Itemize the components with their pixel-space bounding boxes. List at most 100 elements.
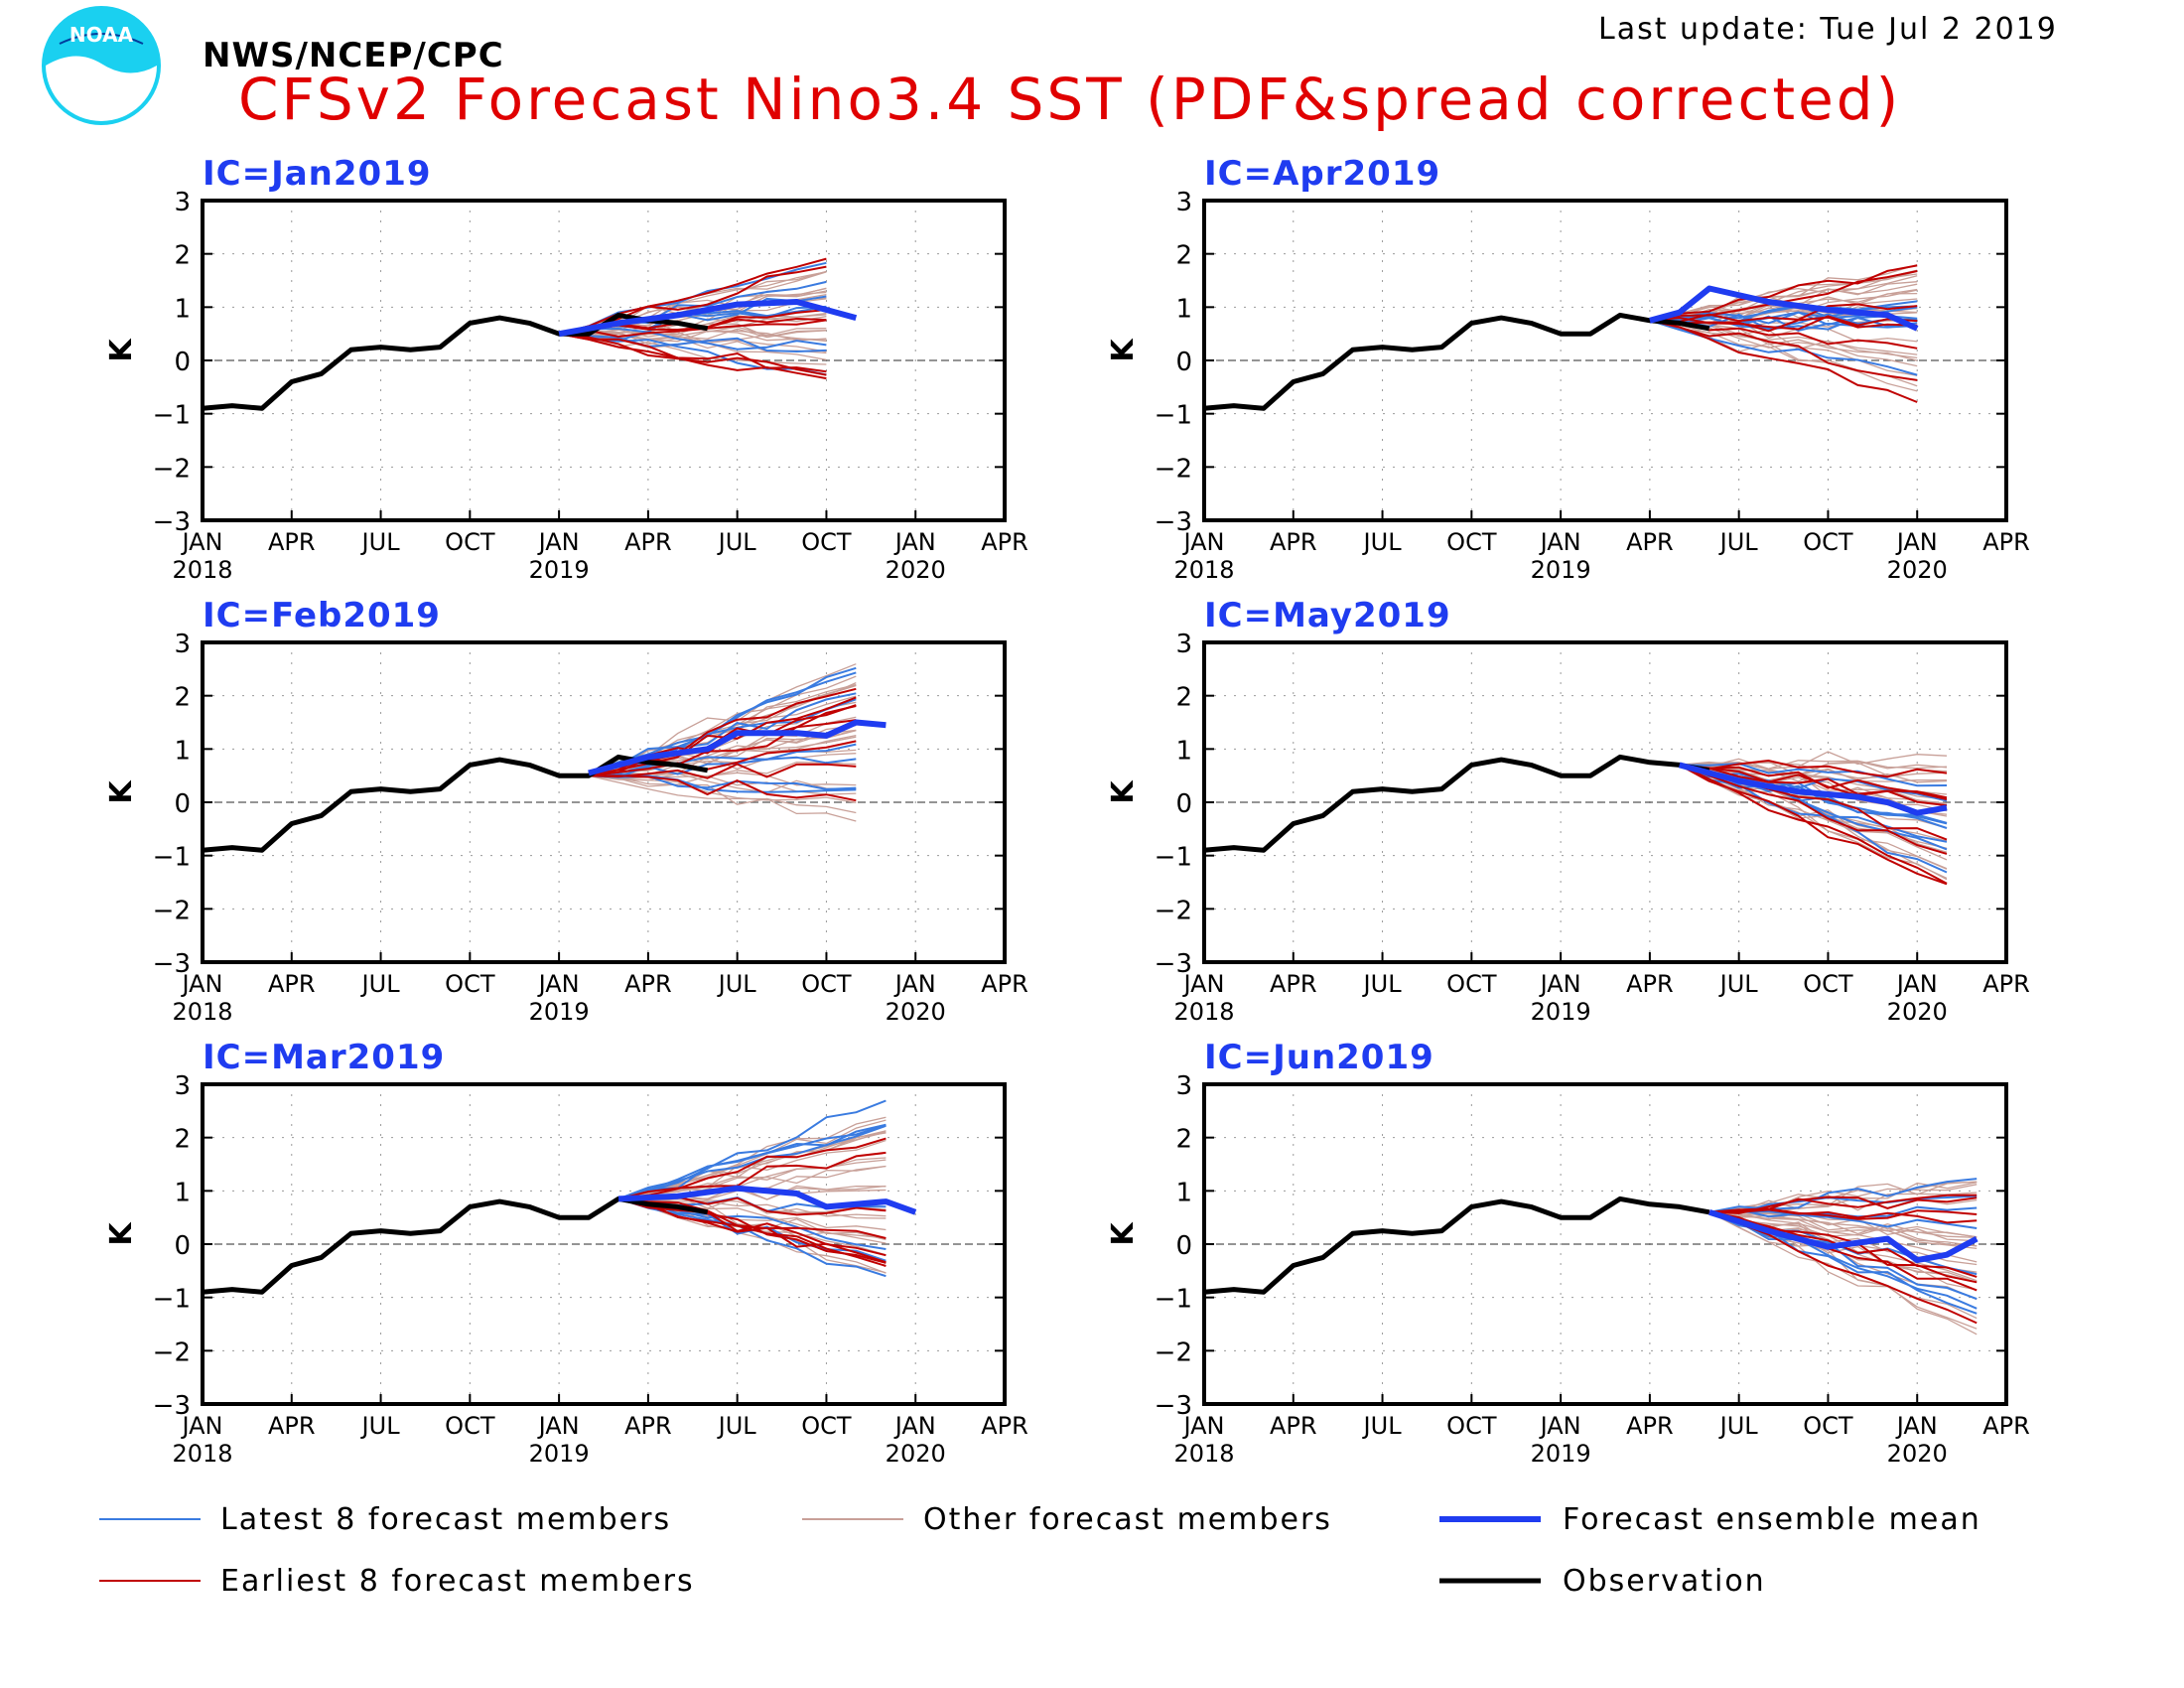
earliest-member-line xyxy=(1649,315,1918,331)
y-tick-label: 1 xyxy=(1175,1178,1192,1207)
ensemble-mean-line xyxy=(1678,762,1948,816)
y-tick-label: −1 xyxy=(1155,401,1192,431)
x-tick-label: JAN xyxy=(1895,528,1938,556)
earliest-member-line xyxy=(1649,316,1918,333)
y-axis-label: K xyxy=(1106,338,1141,362)
x-tick-label: JUL xyxy=(1362,970,1403,998)
observation-line xyxy=(1203,1196,1710,1295)
x-tick-label: JAN xyxy=(1539,970,1581,998)
x-tick-label: APR xyxy=(1626,528,1674,556)
y-tick-label: 2 xyxy=(1175,241,1192,271)
x-tick-label: APR xyxy=(268,1412,316,1440)
other-member-line xyxy=(1708,1211,1978,1247)
y-tick-label: 2 xyxy=(1175,683,1192,713)
earliest-member-line xyxy=(1679,759,1948,778)
earliest-member-line xyxy=(558,319,827,339)
x-tick-label: OCT xyxy=(1803,970,1853,998)
x-tick-label: OCT xyxy=(1446,970,1497,998)
observation-line xyxy=(202,754,709,853)
y-axis-label: K xyxy=(104,338,139,362)
other-member-line xyxy=(588,774,857,814)
latest-member-line xyxy=(1708,1210,1978,1310)
latest-member-line xyxy=(588,743,857,777)
x-tick-label: OCT xyxy=(445,528,495,556)
x-year-label: 2019 xyxy=(529,556,590,584)
x-tick-label: APR xyxy=(268,970,316,998)
x-tick-label: JUL xyxy=(1362,1412,1403,1440)
x-year-label: 2018 xyxy=(172,998,232,1026)
x-tick-label: APR xyxy=(981,970,1028,998)
earliest-member-line xyxy=(1708,1196,1978,1214)
x-tick-label: APR xyxy=(268,528,316,556)
legend-other-label: Other forecast members xyxy=(923,1502,1332,1537)
other-member-line xyxy=(588,774,857,822)
other-member-line xyxy=(1708,1211,1978,1242)
y-tick-label: −1 xyxy=(1155,843,1192,873)
noaa-logo-icon: NOAA xyxy=(42,6,161,125)
x-tick-label: JAN xyxy=(1181,528,1224,556)
y-tick-label: −2 xyxy=(1155,1337,1192,1367)
x-year-label: 2019 xyxy=(529,1440,590,1468)
other-member-line xyxy=(1708,1181,1978,1213)
other-member-line xyxy=(588,774,857,795)
x-tick-label: APR xyxy=(1626,970,1674,998)
earliest-member-line xyxy=(588,719,857,777)
y-tick-label: −3 xyxy=(153,1391,191,1421)
y-tick-label: 3 xyxy=(174,1071,191,1101)
y-tick-label: 3 xyxy=(1175,1071,1192,1101)
y-tick-label: 0 xyxy=(1175,1231,1192,1261)
x-tick-label: JUL xyxy=(1718,970,1759,998)
y-tick-label: −3 xyxy=(153,949,191,979)
y-tick-label: −3 xyxy=(1155,949,1192,979)
x-tick-label: JAN xyxy=(180,970,222,998)
last-update: Last update: Tue Jul 2 2019 xyxy=(1598,12,2058,47)
other-member-line xyxy=(618,1157,887,1200)
x-tick-label: OCT xyxy=(1446,528,1497,556)
noaa-logo-text: NOAA xyxy=(69,23,134,47)
x-year-label: 2020 xyxy=(1887,998,1948,1026)
earliest-member-line xyxy=(1679,764,1948,855)
x-tick-label: APR xyxy=(1270,970,1317,998)
x-tick-label: JAN xyxy=(537,528,580,556)
earliest-member-line xyxy=(558,333,827,376)
y-tick-label: −2 xyxy=(1155,896,1192,925)
y-tick-label: −2 xyxy=(153,454,191,484)
panel-title: IC=Jun2019 xyxy=(1204,1038,1434,1077)
y-tick-label: 1 xyxy=(1175,294,1192,324)
ensemble-mean-line xyxy=(617,1185,917,1215)
earliest-member-line xyxy=(558,333,827,380)
earliest-member-line xyxy=(1649,303,1918,323)
y-tick-label: −3 xyxy=(1155,507,1192,537)
x-tick-label: JAN xyxy=(180,1412,222,1440)
x-tick-label: OCT xyxy=(801,1412,852,1440)
x-tick-label: JUL xyxy=(717,970,757,998)
y-tick-label: −2 xyxy=(153,896,191,925)
y-tick-label: 3 xyxy=(174,188,191,217)
y-tick-label: 0 xyxy=(1175,348,1192,377)
legend-latest-label: Latest 8 forecast members xyxy=(220,1502,671,1537)
observation-line xyxy=(1203,312,1710,411)
x-year-label: 2018 xyxy=(1173,1440,1234,1468)
y-tick-label: 1 xyxy=(174,294,191,324)
x-tick-label: JAN xyxy=(893,528,936,556)
x-tick-label: JAN xyxy=(1181,970,1224,998)
x-tick-label: JUL xyxy=(360,970,401,998)
x-year-label: 2018 xyxy=(172,556,232,584)
other-member-line xyxy=(1649,270,1918,322)
x-tick-label: OCT xyxy=(445,970,495,998)
y-tick-label: 2 xyxy=(174,683,191,713)
ensemble-mean-line xyxy=(1649,285,1919,332)
observation-line xyxy=(202,312,709,411)
x-tick-label: OCT xyxy=(1803,1412,1853,1440)
x-tick-label: JUL xyxy=(1362,528,1403,556)
y-tick-label: 3 xyxy=(174,630,191,659)
latest-member-line xyxy=(559,333,827,353)
x-tick-label: OCT xyxy=(445,1412,495,1440)
earliest-member-line xyxy=(617,1151,887,1200)
earliest-member-line xyxy=(558,265,827,336)
x-tick-label: JUL xyxy=(717,528,757,556)
